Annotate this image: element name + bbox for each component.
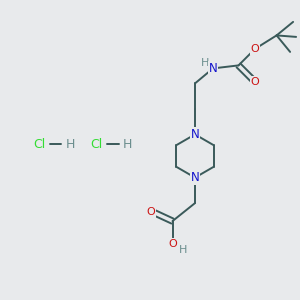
Text: O: O — [146, 207, 155, 217]
Text: O: O — [250, 77, 260, 87]
Text: N: N — [190, 128, 200, 141]
Text: H: H — [200, 58, 209, 68]
Text: O: O — [168, 238, 177, 249]
Text: N: N — [208, 62, 217, 75]
Text: Cl: Cl — [90, 137, 102, 151]
Text: Cl: Cl — [33, 137, 45, 151]
Text: H: H — [123, 137, 132, 151]
Text: H: H — [66, 137, 75, 151]
Text: N: N — [190, 171, 200, 184]
Text: H: H — [179, 244, 187, 255]
Text: O: O — [250, 44, 260, 54]
